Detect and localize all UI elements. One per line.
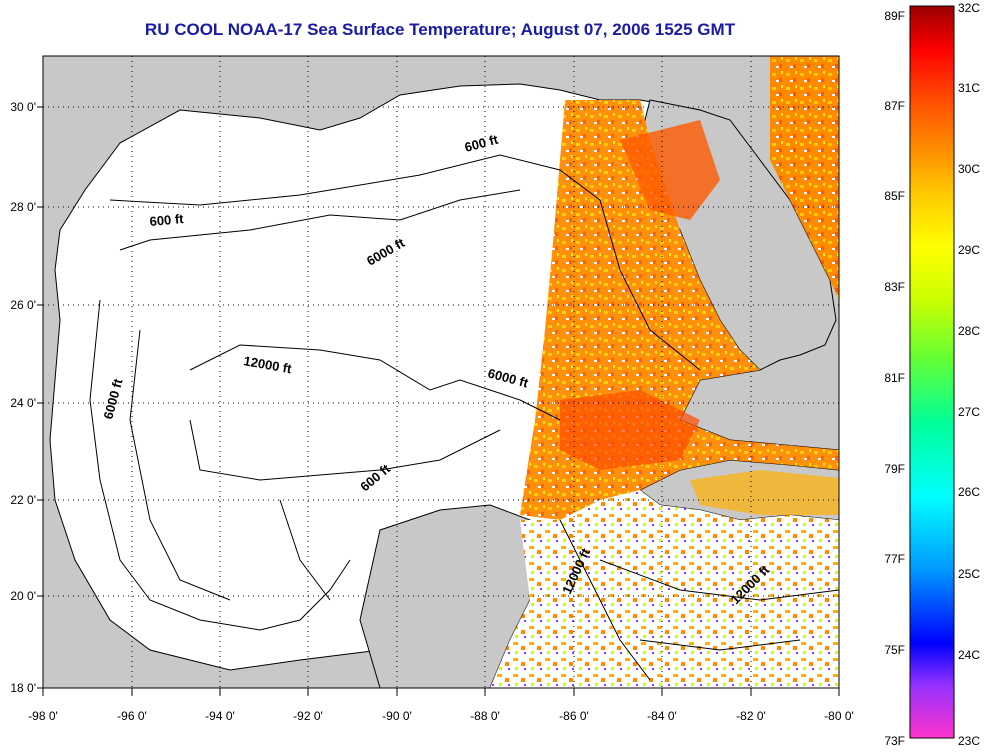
colorbar-c-label: 23C: [958, 734, 980, 748]
plot-frame: [42, 55, 840, 689]
x-tick-label: -90 0': [382, 709, 412, 723]
map-title: RU COOL NOAA-17 Sea Surface Temperature;…: [144, 20, 736, 39]
x-tick-label: -92 0': [293, 709, 323, 723]
x-tick-label: -98 0': [28, 709, 58, 723]
atlantic-water: [770, 56, 839, 300]
colorbar-f-label: 81F: [884, 371, 905, 385]
x-tick-label: -88 0': [470, 709, 500, 723]
x-tick-label: -94 0': [205, 709, 235, 723]
y-tick-label: 26 0': [10, 298, 36, 312]
y-tick-label: 30 0': [10, 100, 36, 114]
sst-warm-core: [620, 120, 720, 220]
colorbar-f-label: 77F: [884, 552, 905, 566]
colorbar: [909, 5, 955, 739]
colorbar-c-label: 26C: [958, 485, 980, 499]
sst-warm-loop: [560, 390, 700, 470]
colorbar-c-label: 32C: [958, 1, 980, 15]
axis-ticks: [37, 106, 840, 696]
bathymetry-contours: [89, 154, 839, 681]
colorbar-c-label: 29C: [958, 243, 980, 257]
sst-caribbean: [490, 490, 839, 688]
colorbar-c-label: 25C: [958, 567, 980, 581]
contour-label: 600 ft: [149, 211, 185, 229]
x-tick-label: -84 0': [647, 709, 677, 723]
colorbar-f-label: 83F: [884, 280, 905, 294]
colorbar-f-label: 75F: [884, 643, 905, 657]
x-tick-label: -80 0': [824, 709, 854, 723]
colorbar-f-label: 85F: [884, 189, 905, 203]
colorbar-c-label: 28C: [958, 324, 980, 338]
colorbar-f-label: 89F: [884, 9, 905, 23]
x-tick-label: -86 0': [559, 709, 589, 723]
y-tick-label: 24 0': [10, 396, 36, 410]
colorbar-c-label: 27C: [958, 405, 980, 419]
colorbar-f-label: 79F: [884, 462, 905, 476]
x-tick-label: -82 0': [736, 709, 766, 723]
y-tick-label: 22 0': [10, 493, 36, 507]
x-tick-label: -96 0': [117, 709, 147, 723]
colorbar-c-label: 24C: [958, 648, 980, 662]
sst-caribbean-north: [690, 470, 839, 515]
colorbar-f-label: 73F: [884, 734, 905, 748]
y-tick-label: 28 0': [10, 200, 36, 214]
lat-lon-grid: [43, 56, 839, 688]
colorbar-c-label: 30C: [958, 162, 980, 176]
y-tick-label: 20 0': [10, 589, 36, 603]
y-tick-label: 18 0': [10, 681, 36, 695]
colorbar-c-label: 31C: [958, 81, 980, 95]
colorbar-f-label: 87F: [884, 99, 905, 113]
